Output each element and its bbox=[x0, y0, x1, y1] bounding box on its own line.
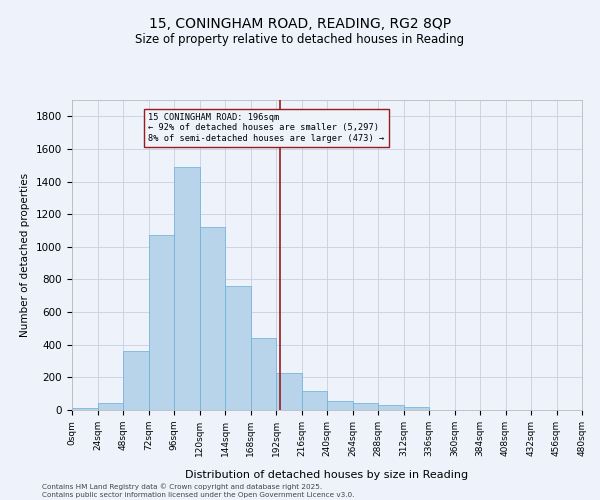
Text: Distribution of detached houses by size in Reading: Distribution of detached houses by size … bbox=[185, 470, 469, 480]
Bar bbox=[276, 374, 302, 410]
Text: 15, CONINGHAM ROAD, READING, RG2 8QP: 15, CONINGHAM ROAD, READING, RG2 8QP bbox=[149, 18, 451, 32]
Bar bbox=[199, 228, 225, 410]
Bar bbox=[174, 167, 199, 410]
Bar bbox=[97, 404, 123, 410]
Bar bbox=[378, 405, 404, 410]
Bar bbox=[225, 286, 251, 410]
Y-axis label: Number of detached properties: Number of detached properties bbox=[20, 173, 31, 337]
Bar bbox=[302, 391, 327, 410]
Bar bbox=[251, 338, 276, 410]
Bar bbox=[149, 236, 174, 410]
Bar bbox=[327, 401, 353, 410]
Text: Contains HM Land Registry data © Crown copyright and database right 2025.
Contai: Contains HM Land Registry data © Crown c… bbox=[42, 484, 355, 498]
Bar bbox=[123, 352, 149, 410]
Bar bbox=[72, 408, 97, 410]
Bar bbox=[404, 406, 429, 410]
Text: Size of property relative to detached houses in Reading: Size of property relative to detached ho… bbox=[136, 32, 464, 46]
Text: 15 CONINGHAM ROAD: 196sqm
← 92% of detached houses are smaller (5,297)
8% of sem: 15 CONINGHAM ROAD: 196sqm ← 92% of detac… bbox=[149, 113, 385, 142]
Bar bbox=[353, 402, 378, 410]
